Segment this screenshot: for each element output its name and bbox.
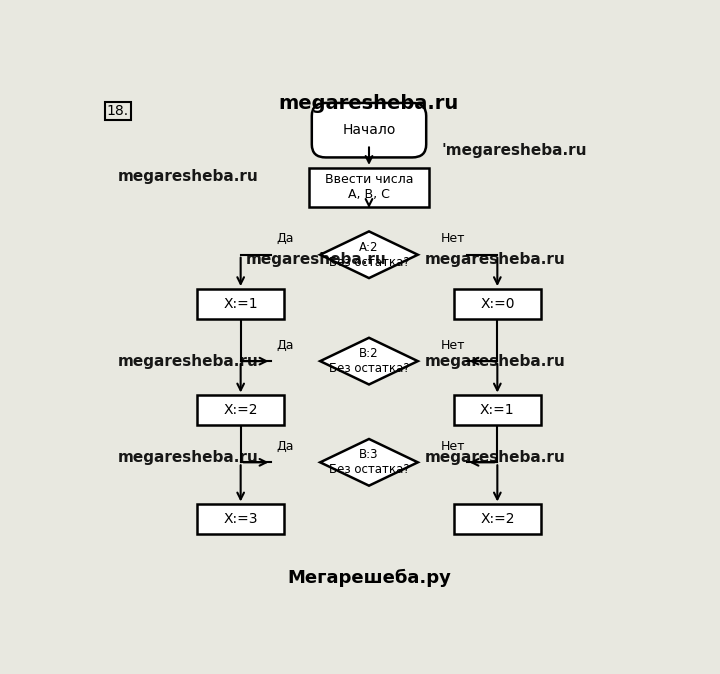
Polygon shape (320, 338, 418, 384)
Polygon shape (320, 439, 418, 486)
Text: 'megaresheba.ru: 'megaresheba.ru (441, 144, 587, 158)
Text: megaresheba.ru: megaresheba.ru (118, 354, 258, 369)
Text: megaresheba.ru: megaresheba.ru (118, 450, 258, 464)
Text: Нет: Нет (441, 440, 465, 453)
Text: X:=1: X:=1 (480, 404, 515, 417)
Text: Ввести числа
А, В, С: Ввести числа А, В, С (325, 173, 413, 202)
Text: Нет: Нет (441, 339, 465, 352)
Text: X:=0: X:=0 (480, 297, 515, 311)
Text: megaresheba.ru: megaresheba.ru (246, 253, 387, 268)
Text: X:=2: X:=2 (223, 404, 258, 417)
Polygon shape (320, 231, 418, 278)
Text: Начало: Начало (342, 123, 396, 137)
Text: megaresheba.ru: megaresheba.ru (118, 169, 258, 185)
Bar (454, 504, 541, 534)
Text: 18.: 18. (107, 104, 129, 118)
Text: B:3
Без остатка?: B:3 Без остатка? (329, 448, 409, 477)
Text: Мегарешеба.ру: Мегарешеба.ру (287, 569, 451, 587)
Bar (454, 396, 541, 425)
Bar (197, 289, 284, 319)
Text: Нет: Нет (441, 233, 465, 245)
Bar (197, 396, 284, 425)
Bar (309, 168, 429, 207)
Text: megaresheba.ru: megaresheba.ru (425, 450, 565, 464)
Text: X:=1: X:=1 (223, 297, 258, 311)
Text: Да: Да (276, 339, 294, 352)
Text: X:=3: X:=3 (223, 512, 258, 526)
Text: megaresheba.ru: megaresheba.ru (425, 354, 565, 369)
Text: Да: Да (276, 440, 294, 453)
Bar (197, 504, 284, 534)
Text: megaresheba.ru: megaresheba.ru (279, 94, 459, 113)
FancyBboxPatch shape (312, 103, 426, 158)
Bar (454, 289, 541, 319)
Text: B:2
Без остатка?: B:2 Без остатка? (329, 347, 409, 375)
Text: А:2
Без остатка?: А:2 Без остатка? (329, 241, 409, 269)
Text: megaresheba.ru: megaresheba.ru (425, 253, 565, 268)
Text: Да: Да (276, 233, 294, 245)
Text: X:=2: X:=2 (480, 512, 515, 526)
